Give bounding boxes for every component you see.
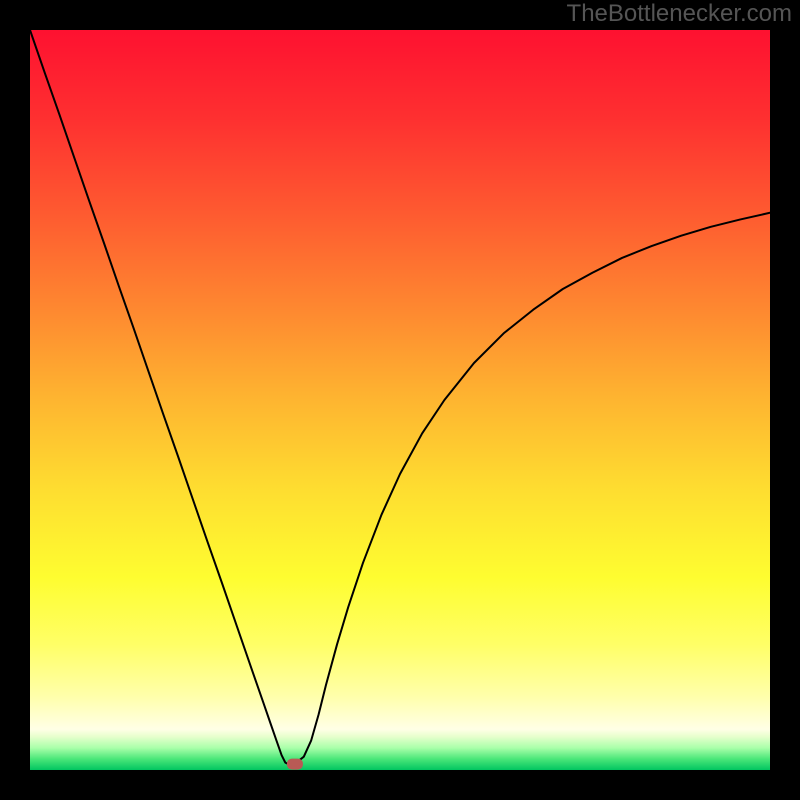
bottleneck-chart: TheBottlenecker.com: [0, 0, 800, 800]
bottleneck-curve: [30, 30, 770, 763]
optimal-marker: [287, 759, 303, 770]
chart-curve-layer: [30, 30, 770, 770]
watermark-text: TheBottlenecker.com: [567, 0, 792, 28]
chart-plot-area: [30, 30, 770, 770]
